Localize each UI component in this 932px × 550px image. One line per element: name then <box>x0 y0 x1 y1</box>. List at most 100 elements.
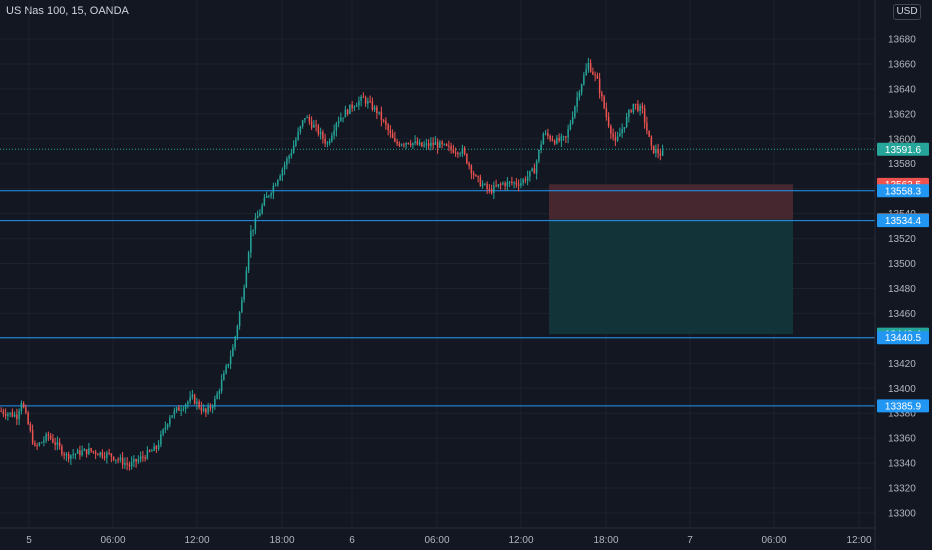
candle-body <box>594 74 596 76</box>
candle-body <box>601 93 603 97</box>
candle-body <box>353 106 356 109</box>
candle-body <box>270 193 272 196</box>
candle-body <box>497 184 500 187</box>
candle-body <box>556 137 558 144</box>
candle-body <box>346 109 349 115</box>
candle-body <box>47 434 50 436</box>
candle-body <box>425 143 428 145</box>
candle-body <box>538 149 540 162</box>
candle-body <box>630 110 632 113</box>
candle-body <box>18 411 20 420</box>
candle-body <box>108 452 110 454</box>
candle-body <box>85 449 88 455</box>
candle-body <box>299 126 302 132</box>
candle-body <box>342 117 344 119</box>
y-tick-label: 13580 <box>888 159 916 170</box>
candle-body <box>279 175 281 181</box>
candle-body <box>448 145 450 147</box>
currency-button[interactable]: USD <box>893 4 921 20</box>
y-tick-label: 13680 <box>888 35 916 46</box>
candle-body <box>9 412 11 414</box>
candle-body <box>409 143 412 146</box>
x-tick-label: 12:00 <box>846 535 871 546</box>
candle-body <box>16 414 18 420</box>
candle-body <box>103 456 106 458</box>
candle-body <box>94 451 97 455</box>
candle-body <box>504 183 506 187</box>
candle-body <box>254 218 257 230</box>
candle-body <box>184 404 187 409</box>
candle-body <box>187 401 189 405</box>
candle-body <box>277 180 279 185</box>
candle-body <box>560 136 563 141</box>
candle-body <box>562 136 565 138</box>
candle-body <box>616 136 619 141</box>
candle-body <box>164 427 167 430</box>
price-tag <box>877 399 929 413</box>
candle-body <box>391 133 394 139</box>
candle-body <box>182 408 185 410</box>
price-tag <box>877 214 929 228</box>
candle-body <box>362 96 365 98</box>
price-tag <box>877 331 929 345</box>
candle-body <box>209 406 212 409</box>
price-tag-label: 13558.3 <box>885 186 922 197</box>
candle-body <box>558 137 560 141</box>
candle-body <box>416 141 419 145</box>
candle-body <box>63 454 65 456</box>
time-axis: 5 06:00 12:00 18:00 6 06:00 12:00 18:00 7 06:00 12… <box>0 527 875 546</box>
x-tick-label: 12:00 <box>184 535 209 546</box>
candle-body <box>394 138 396 142</box>
candle-body <box>256 216 259 219</box>
candle-body <box>364 97 367 104</box>
candle-body <box>97 454 99 456</box>
candle-body <box>436 142 439 148</box>
x-tick-label: 5 <box>26 535 32 546</box>
candle-body <box>648 130 650 137</box>
candle-body <box>92 451 95 453</box>
candle-body <box>160 434 162 445</box>
candle-body <box>335 123 338 131</box>
candle-body <box>54 442 56 445</box>
candle-body <box>661 150 664 156</box>
candle-body <box>121 457 124 465</box>
candle-body <box>529 170 531 177</box>
horizontal-lines <box>0 148 875 407</box>
candle-body <box>524 179 527 181</box>
candle-body <box>380 111 383 121</box>
candle-body <box>522 179 524 184</box>
y-tick-label: 13420 <box>888 359 916 370</box>
candle-body <box>155 446 158 449</box>
candle-body <box>70 455 72 459</box>
candle-body <box>382 120 385 122</box>
candle-body <box>576 97 578 107</box>
candle-body <box>283 164 286 170</box>
candle-body <box>403 144 405 146</box>
candle-body <box>119 457 122 460</box>
candle-body <box>162 429 164 435</box>
candle-body <box>45 434 47 441</box>
candle-body <box>166 424 169 428</box>
candle-body <box>454 152 457 154</box>
candle-body <box>135 459 137 462</box>
candle-body <box>220 380 223 391</box>
candle-body <box>200 407 203 411</box>
candle-body <box>376 107 378 114</box>
candle-body <box>400 144 403 146</box>
x-tick-label: 7 <box>687 535 693 546</box>
candle-body <box>313 124 315 128</box>
y-tick-label: 13300 <box>888 509 916 520</box>
candle-body <box>169 417 171 425</box>
candle-body <box>511 181 513 184</box>
candle-body <box>241 299 243 313</box>
candle-body <box>171 415 173 418</box>
candle-body <box>490 189 493 193</box>
candle-body <box>207 406 209 413</box>
chart-title: US Nas 100, 15, OANDA <box>6 5 129 17</box>
candle-body <box>389 130 392 134</box>
candle-body <box>328 141 331 144</box>
candle-body <box>542 133 545 145</box>
candle-body <box>297 131 299 140</box>
candle-body <box>65 453 68 456</box>
